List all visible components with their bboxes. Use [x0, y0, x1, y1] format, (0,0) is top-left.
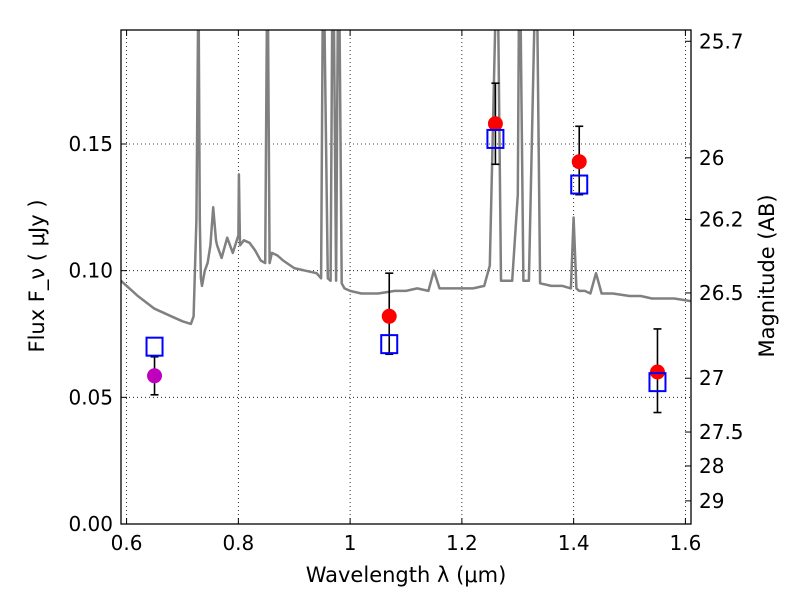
- x-tick-label: 1.6: [670, 531, 702, 555]
- x-tick-label: 1.4: [558, 531, 590, 555]
- data-point-magenta-observed: [147, 368, 163, 384]
- plot-area: [121, 30, 691, 414]
- y-tick-label-left: 0.10: [68, 259, 113, 283]
- y-tick-label-right: 26.2: [699, 207, 744, 231]
- y-axis-title-left: Flux F_ν ( μJy ): [25, 199, 50, 352]
- data-point-red-observed: [649, 364, 665, 380]
- data-point-red-observed: [381, 308, 397, 324]
- y-tick-label-right: 26: [699, 146, 724, 170]
- model-point-blue-model: [570, 174, 589, 195]
- axes-frame: [120, 29, 692, 525]
- x-tick-label: 1.2: [446, 531, 478, 555]
- model-point-blue-model: [380, 334, 399, 355]
- grid-lines: [121, 30, 691, 525]
- y-tick-label-right: 29: [699, 489, 724, 513]
- y-tick-label-right: 25.7: [699, 29, 744, 53]
- y-tick-label-left: 0.00: [68, 512, 113, 536]
- data-point-red-observed: [571, 154, 587, 170]
- x-tick-label: 0.8: [222, 531, 254, 555]
- model-point-blue-model: [648, 372, 667, 393]
- y-axis-title-right: Magnitude (AB): [755, 194, 779, 357]
- data-point-red-observed: [487, 116, 503, 132]
- model-point-blue-model: [486, 128, 505, 149]
- y-tick-label-right: 27: [699, 366, 724, 390]
- y-tick-label-right: 27.5: [699, 420, 744, 444]
- x-tick-label: 0.6: [111, 531, 143, 555]
- y-tick-label-right: 26.5: [699, 281, 744, 305]
- x-tick-label: 1: [344, 531, 357, 555]
- y-tick-label-left: 0.15: [68, 132, 113, 156]
- y-tick-label-left: 0.05: [68, 385, 113, 409]
- spectrum-line: [121, 30, 691, 326]
- x-axis-title: Wavelength λ (μm): [306, 563, 507, 587]
- y-tick-label-right: 28: [699, 454, 724, 478]
- model-point-blue-model: [145, 336, 164, 357]
- axes: 0.6 0.8 1 1.2 1.4 1.6 0.00 0.05 0.10 0.15 25.7 26 26…: [68, 29, 743, 555]
